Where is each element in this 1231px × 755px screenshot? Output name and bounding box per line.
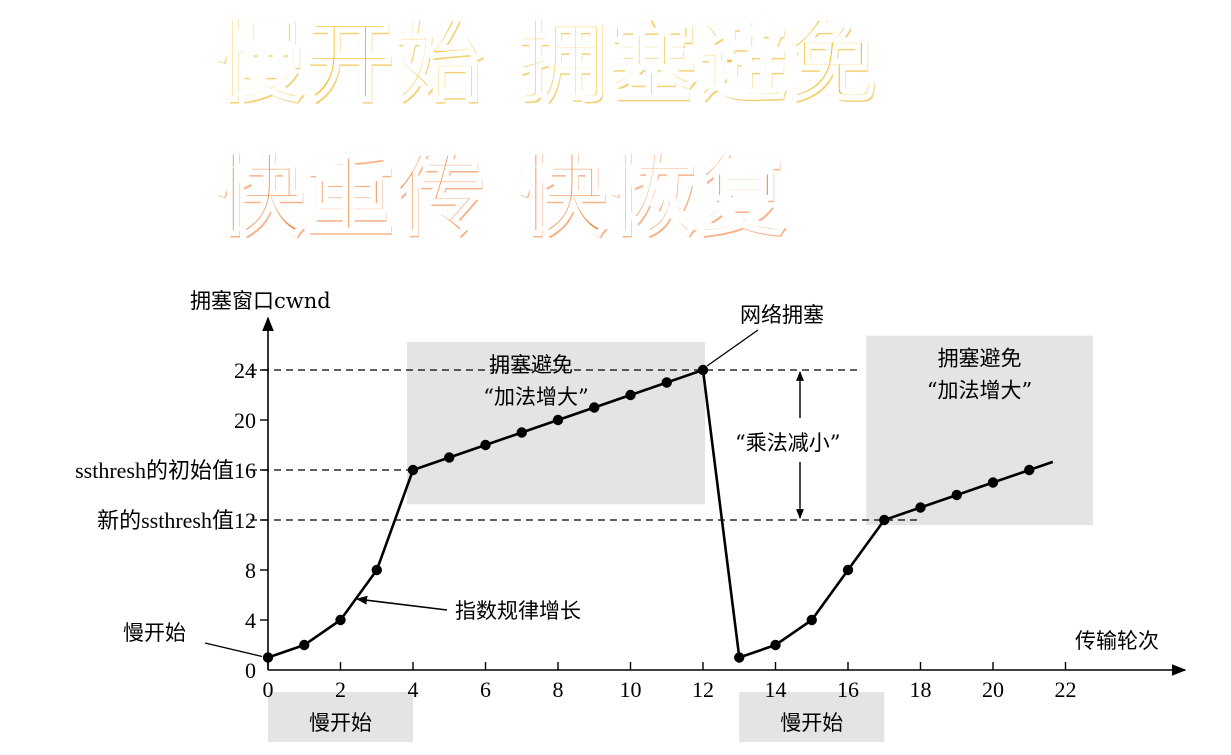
x-tick-label: 4 [408,677,419,702]
slow-start-label: 慢开始 [309,711,372,735]
data-point [987,477,999,488]
data-point [335,614,346,626]
x-tick-label: 0 [263,677,274,702]
data-point [806,614,817,626]
data-point [697,364,709,376]
y-axis-label: 拥塞窗口cwnd [190,289,331,313]
data-point [661,377,672,388]
data-point [552,414,564,426]
congestion-annotation: 网络拥塞 [740,303,824,327]
data-point [625,389,636,401]
x-tick-label: 8 [553,677,564,702]
y-tick-label: 20 [234,408,256,433]
slow-start-region [739,692,885,742]
data-point [770,639,781,651]
y-tick-label: 4 [245,608,256,633]
slow-start-region [268,692,413,742]
x-tick-label: 14 [765,677,787,702]
threshold-label: ssthresh的初始值16 [75,458,256,483]
x-tick-label: 6 [480,677,491,702]
congestion-pointer [706,329,759,367]
mult-decrease-annotation: “乘法减小” [735,431,840,455]
data-point [915,502,926,513]
y-tick-label: 24 [234,358,256,383]
region-label: 拥塞避免 [489,353,573,377]
title-line-2: 快重传 快恢复 [214,144,788,247]
x-tick-label: 10 [620,677,642,702]
data-point [516,427,527,438]
data-point [879,514,890,526]
x-tick-label: 18 [910,677,932,702]
y-tick-label: 8 [245,558,256,583]
congestion-avoidance-region [866,335,1093,525]
data-point [951,489,962,501]
region-label: 拥塞避免 [938,347,1022,371]
data-point [444,452,455,463]
x-axis-label: 传输轮次 [1075,629,1159,653]
x-tick-label: 2 [335,677,346,702]
x-tick-label: 12 [692,677,714,702]
data-point [480,439,491,451]
region-label-sub: “加法增大” [483,385,588,409]
data-point [734,652,745,663]
x-tick-label: 22 [1055,677,1077,702]
y-tick-label: 0 [245,658,256,683]
x-tick-label: 16 [837,677,859,702]
x-tick-label: 20 [982,677,1004,702]
title-line-1: 慢开始 拥塞避免 [214,10,878,113]
data-point [842,564,854,576]
data-point [1024,464,1035,476]
slow-start-pointer [204,642,263,658]
data-point [262,652,274,663]
data-point [371,564,382,576]
data-point [589,402,600,413]
threshold-label: 新的ssthresh值12 [97,508,256,533]
slow-start-annotation: 慢开始 [123,621,186,645]
exponential-annotation: 指数规律增长 [455,599,581,623]
slow-start-label: 慢开始 [780,711,843,735]
exponential-arrow [355,595,448,611]
data-point [407,464,419,476]
region-label-sub: “加法增大” [927,379,1032,403]
data-point [299,639,310,651]
